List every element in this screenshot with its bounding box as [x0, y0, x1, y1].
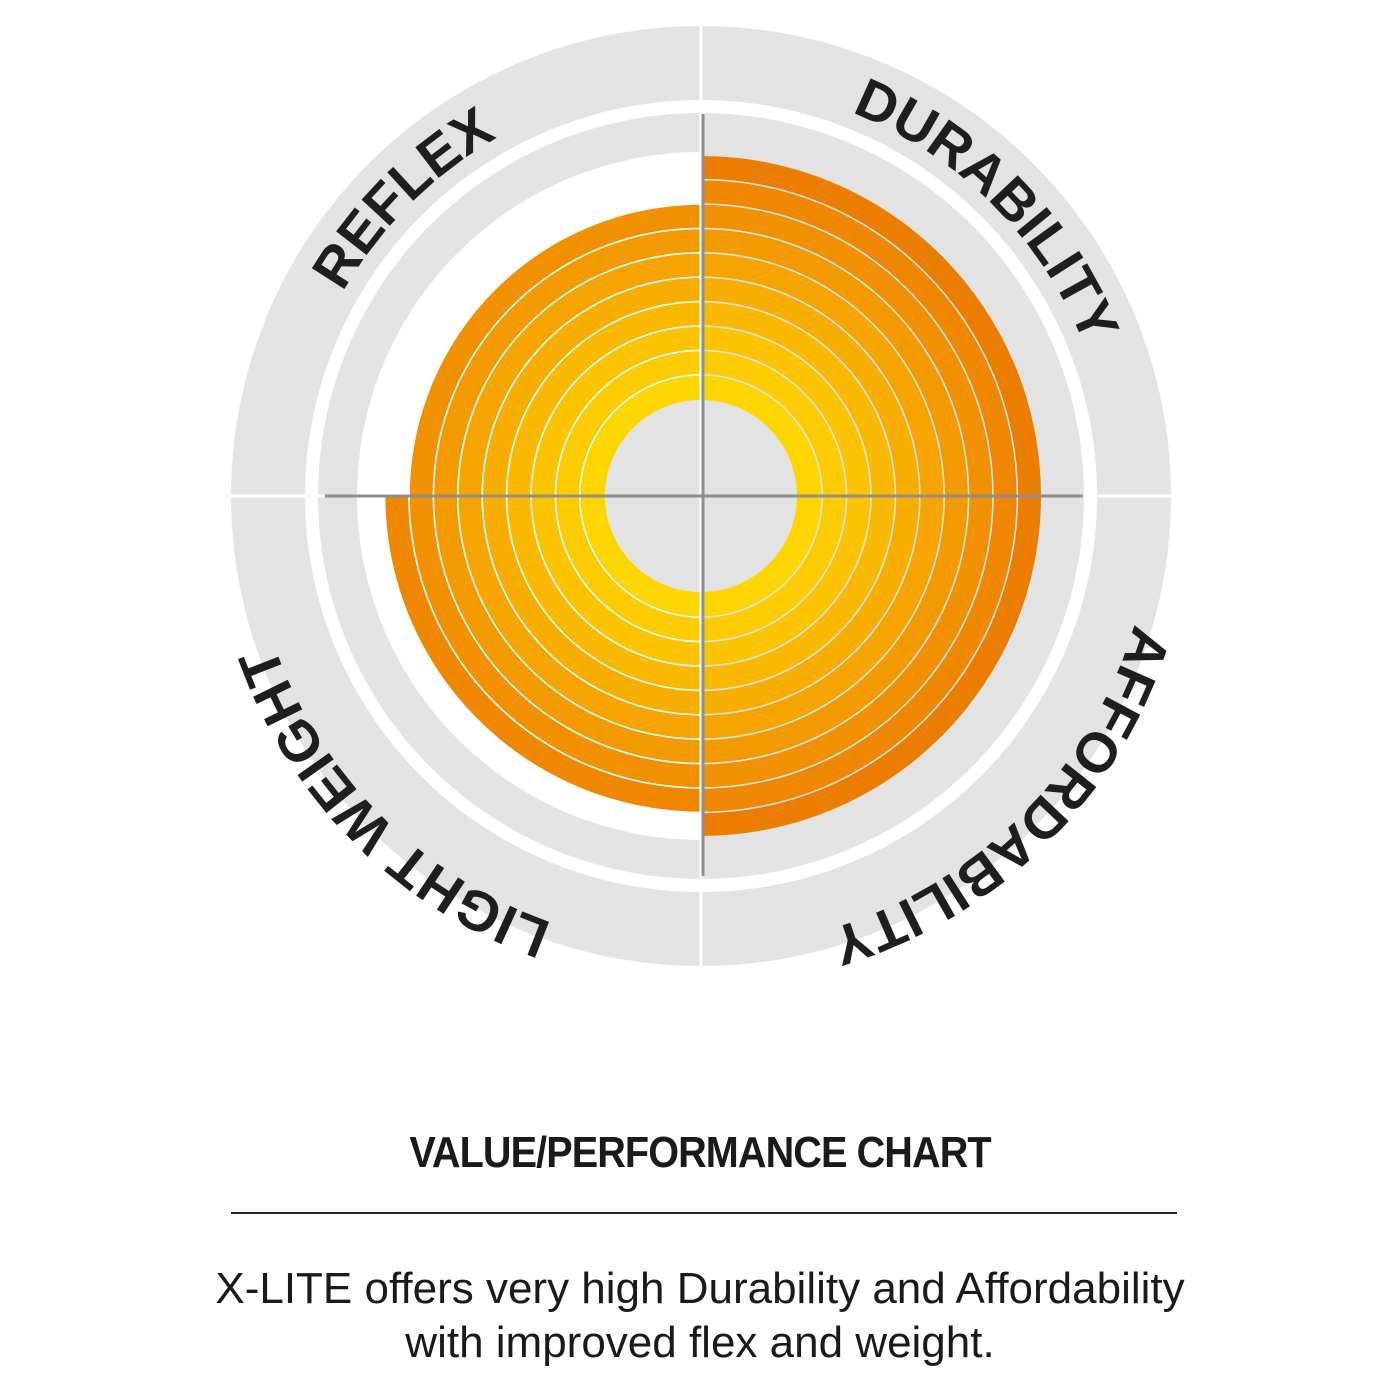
rating-ring-light-weight-7: [434, 496, 701, 763]
rating-ring-affordability-10: [701, 496, 1041, 836]
rating-ring-light-weight-5: [483, 496, 701, 714]
rating-ring-light-weight-1: [580, 496, 701, 617]
title-divider: [231, 1212, 1177, 1214]
quadrant-affordability: [701, 496, 1041, 836]
radial-chart: REFLEX DURABILITY AFFORDABILITY LIGHT WEIGH…: [226, 26, 1183, 978]
rating-ring-reflex-4: [507, 302, 701, 496]
rating-ring-light-weight-6: [458, 496, 701, 739]
rating-ring-durability-3: [701, 326, 871, 496]
rating-ring-durability-9: [701, 180, 1017, 496]
rating-ring-durability-10: [701, 156, 1041, 496]
rating-ring-affordability-5: [701, 496, 919, 714]
quadrant-reflex: [357, 152, 701, 497]
rating-ring-durability-6: [701, 253, 944, 496]
rating-ring-durability-2: [701, 351, 846, 496]
rating-ring-reflex-5: [483, 278, 701, 496]
rating-ring-affordability-7: [701, 496, 968, 763]
rating-ring-affordability-4: [701, 496, 895, 690]
rating-ring-durability-4: [701, 302, 895, 496]
rating-ring-light-weight-2: [556, 496, 701, 641]
rating-ring-light-weight-9: [385, 496, 701, 812]
rating-ring-affordability-8: [701, 496, 993, 788]
rating-ring-durability-1: [701, 375, 822, 496]
rating-ring-light-weight-8: [409, 496, 701, 788]
rating-ring-reflex-3: [531, 326, 701, 496]
rating-ring-durability-8: [701, 204, 993, 497]
rating-ring-reflex-6: [458, 253, 701, 496]
rating-ring-reflex-1: [580, 375, 701, 496]
rating-ring-durability-7: [701, 229, 968, 496]
quadrant-light-weight: [357, 496, 701, 840]
chart-description: X-LITE offers very high Durability and A…: [0, 1262, 1400, 1370]
description-line-1: X-LITE offers very high Durability and A…: [215, 1264, 1185, 1313]
rating-ring-reflex-8: [409, 204, 701, 497]
quadrant-durability: [701, 156, 1041, 497]
rating-ring-durability-5: [701, 278, 919, 496]
rating-ring-reflex-7: [434, 229, 701, 496]
rating-ring-reflex-2: [556, 351, 701, 496]
rating-ring-affordability-3: [701, 496, 871, 666]
rating-ring-affordability-9: [701, 496, 1017, 812]
chart-title: VALUE/PERFORMANCE CHART: [409, 1128, 991, 1177]
rating-ring-affordability-6: [701, 496, 944, 739]
rating-ring-affordability-1: [701, 496, 822, 617]
description-line-2: with improved flex and weight.: [405, 1318, 995, 1367]
rating-ring-affordability-2: [701, 496, 846, 641]
rating-ring-light-weight-4: [507, 496, 701, 690]
rating-ring-light-weight-3: [531, 496, 701, 666]
